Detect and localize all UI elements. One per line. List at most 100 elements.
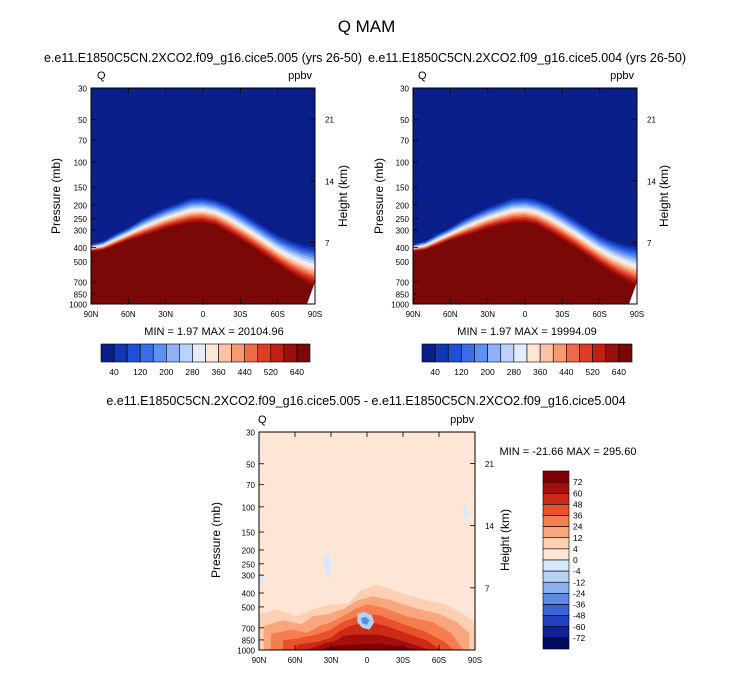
colorbar-label: 24 <box>573 522 583 532</box>
y2-tick-label: 14 <box>485 522 494 531</box>
colorbar-swatch <box>139 343 154 363</box>
contour-band <box>361 616 370 626</box>
y-tick-label: 50 <box>78 116 87 125</box>
y-axis-label: Pressure (mb) <box>372 158 386 234</box>
x-tick-label: 30N <box>158 310 173 319</box>
y-tick-label: 1000 <box>69 301 87 310</box>
y-tick-label: 50 <box>246 460 255 469</box>
y-tick-label: 30 <box>400 85 409 94</box>
colorbar-swatch <box>205 343 219 363</box>
y-tick-label: 300 <box>74 226 88 235</box>
colorbar-swatch <box>270 343 285 363</box>
y-tick-label: 700 <box>242 624 256 633</box>
y-tick-label: 100 <box>242 503 256 512</box>
colorbar-swatch <box>552 343 567 363</box>
x-tick-label: 90N <box>84 310 99 319</box>
y2-tick-label: 7 <box>647 239 652 248</box>
y-axis-label: Pressure (mb) <box>209 502 223 578</box>
colorbar-swatch <box>539 343 554 363</box>
y2-axis-label: Height (km) <box>657 165 671 227</box>
y-tick-label: 30 <box>78 85 87 94</box>
colorbar-swatch <box>244 343 259 363</box>
y-tick-label: 30 <box>246 429 255 438</box>
contour-band <box>463 503 469 521</box>
contour-band <box>319 643 421 650</box>
colorbar-swatch <box>487 343 502 363</box>
y2-axis-label: Height (km) <box>336 165 350 227</box>
y-tick-label: 500 <box>242 603 256 612</box>
colorbar-label: -48 <box>573 611 586 621</box>
plot-frame <box>90 87 316 305</box>
colorbar-label: -24 <box>573 588 586 598</box>
colorbar-swatch <box>100 343 115 363</box>
x-tick-label: 90N <box>252 656 267 665</box>
left-string: Q <box>418 70 427 82</box>
plot-frame <box>258 431 476 651</box>
y-tick-label: 70 <box>78 137 87 146</box>
colorbar-swatch <box>192 343 206 363</box>
y-tick-label: 70 <box>400 137 409 146</box>
panel-q-005: e.e11.E1850C5CN.2XCO2.f09_g16.cice5.005 … <box>44 51 362 377</box>
y-tick-label: 50 <box>400 116 409 125</box>
plot-area: 3050701001502002503004005007008501000211… <box>237 429 494 666</box>
colorbar-swatch <box>474 343 488 363</box>
colorbar-swatch <box>542 504 570 516</box>
heatmap-field <box>91 88 315 304</box>
colorbar-label: -12 <box>573 577 586 587</box>
colorbar-swatch <box>542 581 570 594</box>
y2-tick-label: 21 <box>485 460 494 469</box>
x-tick-label: 0 <box>365 656 370 665</box>
y-tick-label: 400 <box>396 244 410 253</box>
y-tick-label: 850 <box>396 290 410 299</box>
y2-tick-label: 7 <box>325 239 330 248</box>
colorbar-label: 4 <box>573 544 578 554</box>
y-tick-label: 300 <box>242 572 256 581</box>
y2-tick-label: 14 <box>647 177 656 186</box>
colorbar-swatch <box>500 343 515 363</box>
y-tick-label: 300 <box>396 226 410 235</box>
colorbar-swatch <box>566 343 580 363</box>
x-tick-label: 30N <box>324 656 339 665</box>
colorbar-swatch <box>283 343 298 363</box>
y-tick-label: 1000 <box>391 301 409 310</box>
y-tick-label: 500 <box>74 258 88 267</box>
colorbar-swatch <box>605 343 620 363</box>
colorbar-swatch <box>296 343 311 363</box>
colorbar-swatch <box>579 343 593 363</box>
colorbar-swatch <box>592 343 607 363</box>
colorbar-label: -4 <box>573 566 581 576</box>
colorbar-label: 120 <box>454 367 468 377</box>
x-tick-label: 0 <box>523 310 528 319</box>
x-tick-label: 60N <box>288 656 303 665</box>
panel-title: e.e11.E1850C5CN.2XCO2.f09_g16.cice5.005 … <box>44 51 362 65</box>
colorbar-swatch <box>542 481 570 494</box>
y-axis-label: Pressure (mb) <box>49 158 63 234</box>
x-tick-label: 0 <box>201 310 206 319</box>
colorbar-swatch <box>421 343 436 363</box>
colorbar-label: -36 <box>573 600 586 610</box>
colorbar-swatch <box>179 343 193 363</box>
colorbar-label: 360 <box>211 367 225 377</box>
panel-q-difference: e.e11.E1850C5CN.2XCO2.f09_g16.cice5.005 … <box>106 394 636 665</box>
figure-title: Q MAM <box>338 17 396 36</box>
x-tick-label: 90S <box>630 310 644 319</box>
contour-band <box>91 222 315 304</box>
colorbar-swatch <box>618 343 633 363</box>
colorbar-swatch <box>126 343 141 363</box>
colorbar-swatch <box>461 343 475 363</box>
colorbar-swatch <box>542 626 570 639</box>
stats-text: MIN = 1.97 MAX = 20104.96 <box>144 326 283 338</box>
y2-tick-label: 21 <box>325 116 334 125</box>
plot-area: 3050701001502002503004005007008501000211… <box>69 85 334 320</box>
colorbar-swatch <box>257 343 272 363</box>
colorbar-swatch <box>542 604 570 616</box>
y-tick-label: 250 <box>74 215 88 224</box>
y-tick-label: 70 <box>246 481 255 490</box>
colorbar-label: 200 <box>481 367 495 377</box>
colorbar-label: 40 <box>109 367 119 377</box>
plot-area: 3050701001502002503004005007008501000211… <box>391 85 656 320</box>
heatmap-field <box>413 88 637 304</box>
colorbar: 40 120 200 280 360 440 520 640 <box>100 343 311 377</box>
colorbar-label: 440 <box>559 367 573 377</box>
